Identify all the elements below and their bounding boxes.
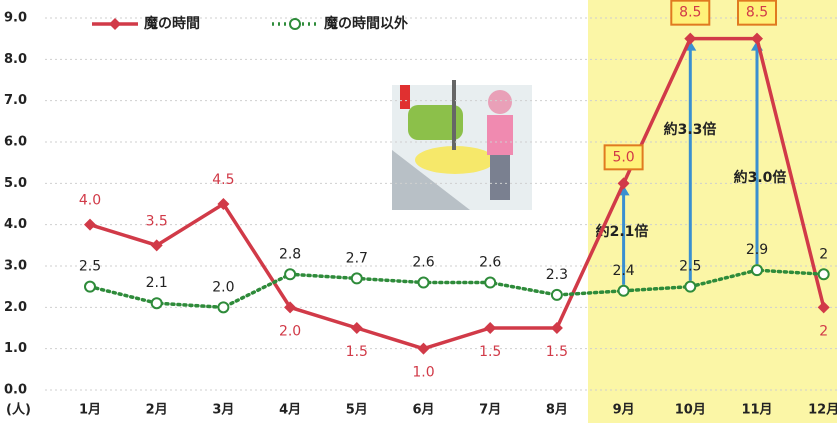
point — [418, 343, 430, 355]
value-label: 2.6 — [479, 255, 501, 271]
value-label: 8.5 — [746, 5, 768, 21]
value-label: 1.5 — [546, 344, 568, 360]
illustration — [392, 80, 532, 210]
y-tick-label: 9.0 — [4, 11, 27, 26]
value-label: 2 — [819, 323, 828, 339]
value-label: 1.0 — [412, 365, 434, 381]
point — [351, 322, 363, 334]
x-tick-label: 11月 — [741, 403, 772, 418]
annotation: 約3.3倍 — [664, 121, 717, 138]
point — [485, 278, 495, 288]
point — [551, 322, 563, 334]
value-label: 5.0 — [612, 149, 634, 165]
point — [752, 265, 762, 275]
chart: (人) 0.0 1.0 2.0 3.0 4.0 5.0 6.0 7.0 8.0 9.0 1月 2月 3月… — [0, 0, 837, 423]
point — [484, 322, 496, 334]
x-tick-label: 7月 — [479, 403, 501, 418]
point — [285, 269, 295, 279]
value-label: 2.4 — [612, 263, 634, 279]
y-unit: (人) — [6, 402, 31, 418]
value-label: 3.5 — [146, 213, 168, 229]
value-label: 2 — [819, 246, 828, 262]
y-tick-label: 0.0 — [4, 383, 27, 398]
legend-label: 魔の時間以外 — [324, 15, 408, 32]
legend-marker — [290, 19, 300, 29]
point — [552, 290, 562, 300]
value-label: 2.6 — [412, 255, 434, 271]
legend-label: 魔の時間 — [144, 15, 200, 32]
value-label: 2.9 — [746, 242, 768, 258]
value-label: 2.0 — [279, 323, 301, 339]
x-tick-label: 9月 — [613, 403, 635, 418]
value-label: 2.0 — [212, 279, 234, 295]
x-tick-label: 4月 — [279, 403, 301, 418]
value-label: 1.5 — [479, 344, 501, 360]
y-tick-label: 8.0 — [4, 52, 27, 67]
value-label: 2.8 — [279, 246, 301, 262]
point — [685, 282, 695, 292]
point — [152, 298, 162, 308]
y-tick-label: 2.0 — [4, 300, 27, 315]
point — [84, 219, 96, 231]
value-label: 2.5 — [679, 259, 701, 275]
x-tick-label: 10月 — [675, 403, 706, 418]
x-tick-label: 3月 — [212, 403, 234, 418]
page: {"chart_data": {"type": "line", "categor… — [0, 0, 837, 423]
y-tick-label: 1.0 — [4, 341, 27, 356]
x-tick-label: 8月 — [546, 403, 568, 418]
value-label: 2.5 — [79, 259, 101, 275]
x-tick-label: 2月 — [146, 403, 168, 418]
value-label: 1.5 — [346, 344, 368, 360]
point — [419, 278, 429, 288]
y-tick-label: 7.0 — [4, 93, 27, 108]
point — [819, 269, 829, 279]
y-tick-label: 3.0 — [4, 259, 27, 274]
x-tick-label: 1月 — [79, 403, 101, 418]
point — [218, 302, 228, 312]
x-tick-label: 5月 — [346, 403, 368, 418]
value-label: 2.3 — [546, 267, 568, 283]
value-label: 8.5 — [679, 5, 701, 21]
x-tick-label: 12月 — [808, 403, 837, 418]
x-tick-label: 6月 — [412, 403, 434, 418]
point — [352, 273, 362, 283]
point — [85, 282, 95, 292]
y-tick-label: 6.0 — [4, 135, 27, 150]
y-tick-label: 5.0 — [4, 176, 27, 191]
value-label: 2.1 — [146, 275, 168, 291]
annotation: 約3.0倍 — [734, 169, 787, 186]
value-label: 4.5 — [212, 172, 234, 188]
point — [619, 286, 629, 296]
y-tick-label: 4.0 — [4, 217, 27, 232]
value-label: 4.0 — [79, 193, 101, 209]
value-label: 2.7 — [346, 250, 368, 266]
legend-marker — [109, 18, 121, 30]
